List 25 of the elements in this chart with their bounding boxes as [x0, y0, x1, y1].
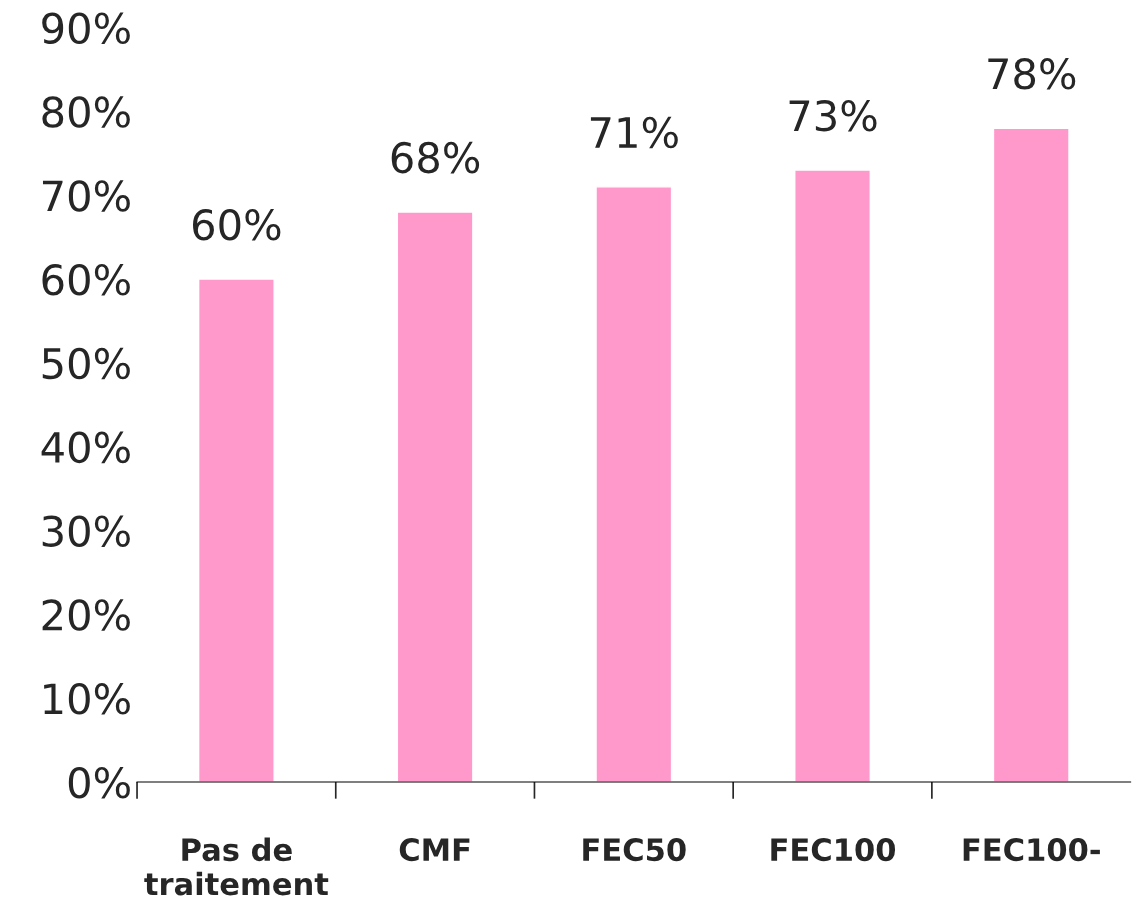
x-tick-label: Pas de traitement	[144, 837, 329, 896]
y-tick-label: 50%	[42, 347, 130, 380]
data-label: 78%	[988, 58, 1076, 90]
data-label: 71%	[590, 116, 678, 149]
x-tick-label: FEC100-	[963, 838, 1100, 862]
y-tick-label: 40%	[41, 431, 130, 464]
x-tick-label: FEC100	[771, 838, 896, 862]
x-tick-label: FEC50	[583, 838, 686, 862]
bar	[197, 278, 275, 782]
data-label: 60%	[193, 208, 281, 241]
data-label: 68%	[391, 141, 480, 174]
bar	[396, 211, 474, 782]
bar	[595, 186, 673, 782]
y-tick-label: 30%	[42, 515, 130, 547]
y-tick-label: 0%	[68, 766, 130, 799]
x-tick-label: CMF	[399, 838, 470, 862]
y-tick-label: 70%	[42, 180, 130, 212]
bar	[794, 169, 871, 782]
bar	[992, 127, 1070, 782]
y-tick-label: 80%	[42, 96, 130, 128]
y-tick-label: 60%	[42, 263, 130, 296]
data-label: 73%	[789, 99, 877, 132]
y-tick-label: 20%	[42, 599, 130, 631]
y-tick-label: 10%	[44, 683, 130, 715]
y-tick-label: 90%	[42, 12, 130, 45]
